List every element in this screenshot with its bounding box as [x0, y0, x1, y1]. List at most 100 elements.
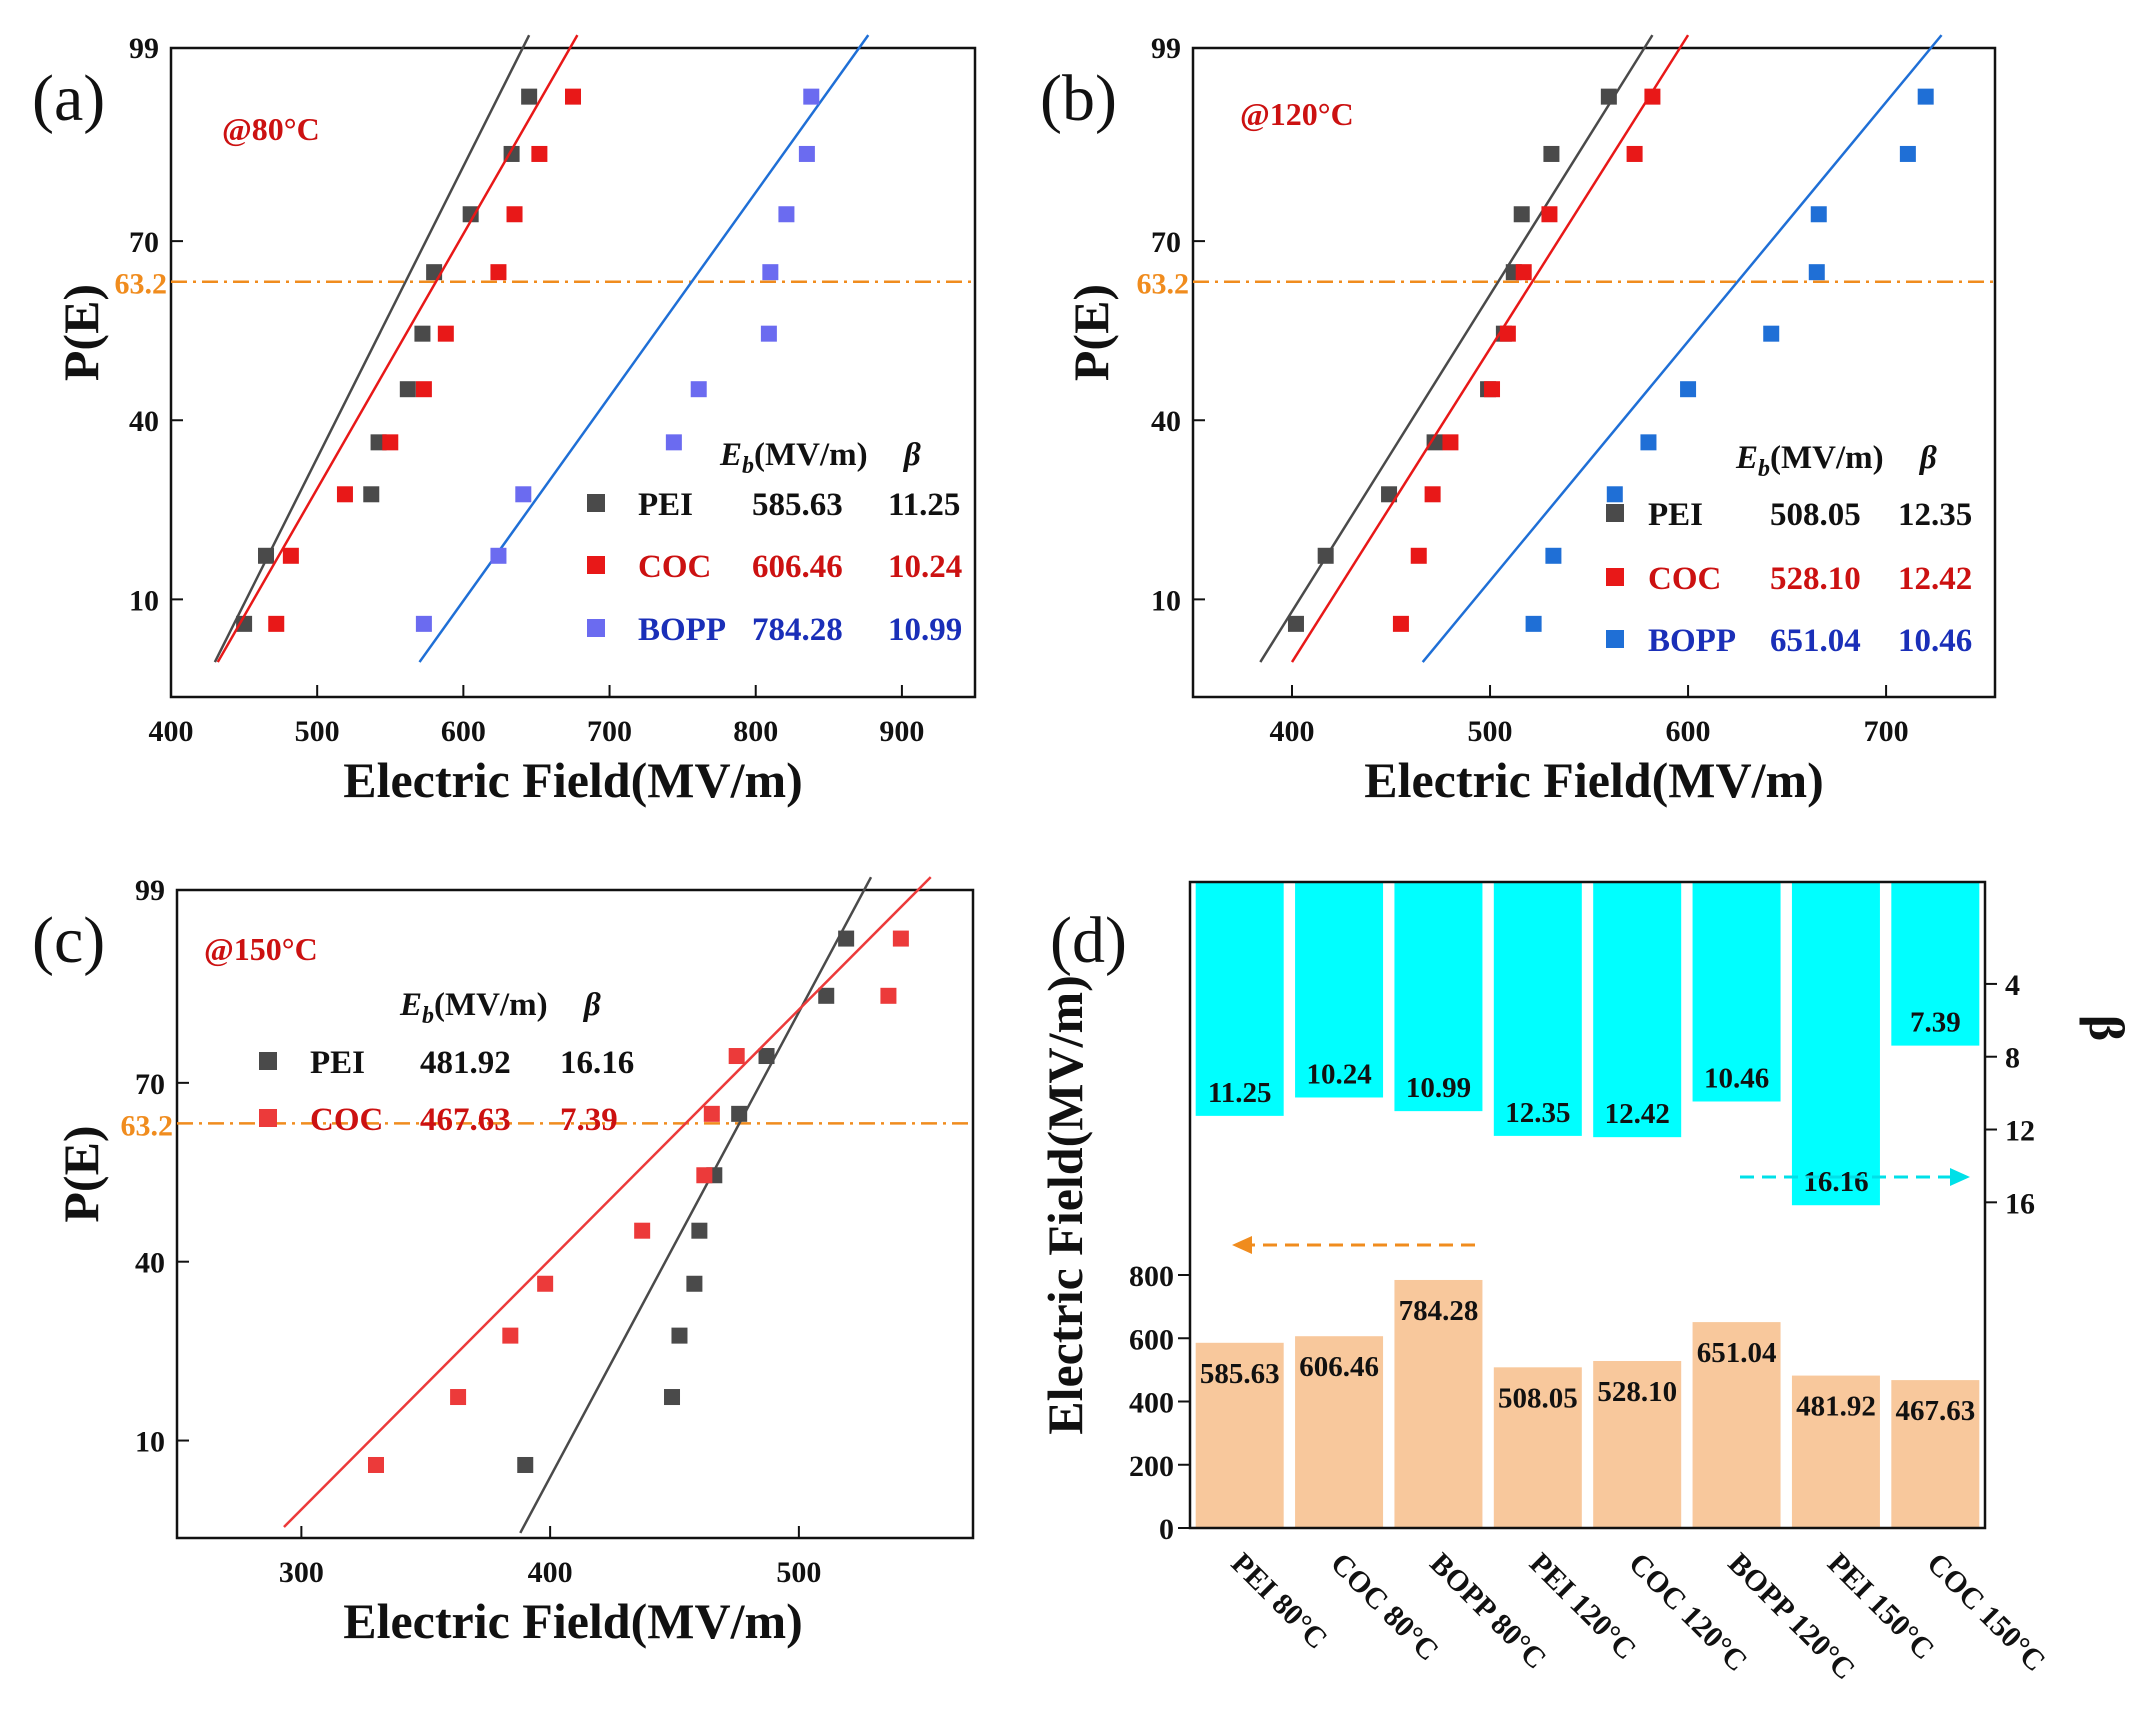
temperature-label: @150°C — [204, 931, 318, 967]
x-axis-title: Electric Field(MV/m) — [343, 1593, 803, 1649]
y-tick-label: 40 — [1151, 405, 1181, 438]
legend-header: Eb(MV/m) β — [399, 987, 601, 1029]
data-point-bopp — [490, 547, 507, 564]
data-point-bopp — [1545, 547, 1562, 564]
bar-electric-field — [1891, 1380, 1980, 1528]
category-label: PEI 80°C — [1225, 1547, 1334, 1656]
data-point-coc — [450, 1389, 467, 1406]
data-point-coc — [415, 381, 432, 398]
temperature-label: @120°C — [1240, 96, 1354, 132]
reference-line-label: 63.2 — [121, 1109, 174, 1142]
panel-b: (b) @120°C 400 500 600 700 99 70 40 10 63.2 Electri… — [1040, 32, 1997, 808]
data-point-pei — [426, 264, 443, 281]
legend-beta-value: 10.46 — [1898, 623, 1972, 659]
data-point-pei — [517, 1456, 534, 1473]
data-point-bopp — [762, 264, 779, 281]
data-point-coc — [336, 486, 353, 503]
data-point-pei — [664, 1389, 681, 1406]
bar-beta-label: 12.35 — [1505, 1097, 1570, 1129]
legend-marker-bopp — [1606, 630, 1624, 648]
y-axis-title: P(E) — [53, 1125, 109, 1222]
bar-beta — [1891, 882, 1980, 1046]
data-point-bopp — [1899, 145, 1916, 162]
data-point-bopp — [1606, 486, 1623, 503]
data-point-pei — [258, 547, 275, 564]
data-point-bopp — [515, 486, 532, 503]
bar-beta — [1692, 882, 1781, 1102]
bar-value-label: 651.04 — [1697, 1337, 1777, 1369]
data-point-bopp — [1808, 264, 1825, 281]
bar-value-label: 585.63 — [1200, 1358, 1280, 1390]
bar-beta-label: 11.25 — [1208, 1077, 1272, 1109]
data-point-bopp — [1917, 88, 1934, 105]
data-point-bopp — [798, 145, 815, 162]
data-point-coc — [268, 615, 285, 632]
x-tick-label: 300 — [279, 1556, 324, 1589]
bar-electric-field — [1195, 1342, 1284, 1528]
legend-eb-value: 467.63 — [420, 1102, 511, 1138]
data-point-bopp — [760, 325, 777, 342]
data-point-coc — [565, 88, 581, 105]
x-tick-label: 400 — [1270, 715, 1315, 748]
bar-beta-label: 10.99 — [1406, 1072, 1471, 1104]
data-point-pei — [236, 615, 253, 632]
reference-line-label: 63.2 — [1137, 268, 1190, 301]
x-tick-label: 600 — [441, 715, 486, 748]
data-point-bopp — [665, 434, 682, 451]
y-tick-label: 99 — [129, 32, 159, 65]
data-point-coc — [728, 1048, 745, 1065]
data-point-coc — [1392, 615, 1409, 632]
data-point-pei — [686, 1275, 703, 1292]
bar-beta — [1394, 882, 1483, 1112]
fit-line-coc — [216, 34, 579, 663]
y-tick-label: 10 — [1151, 584, 1181, 617]
y-tick-label: 70 — [129, 226, 159, 259]
legend-name: PEI — [1648, 497, 1703, 533]
legend-beta-value: 16.16 — [560, 1045, 634, 1081]
legend-eb-value: 651.04 — [1770, 623, 1861, 659]
y-tick-label: 70 — [1151, 226, 1181, 259]
legend-beta-value: 10.99 — [888, 612, 962, 648]
bar-electric-field — [1493, 1367, 1582, 1528]
y-tick-label: 99 — [1151, 32, 1181, 65]
bar-beta — [1195, 882, 1284, 1116]
data-point-pei — [1513, 206, 1530, 223]
panel-d: (d) 585.63 11.25 PEI 80°C 606.46 10.24 COC 80°… — [1037, 880, 2130, 1686]
data-point-coc — [703, 1105, 720, 1122]
plot-frame — [1191, 46, 1997, 699]
legend-name: BOPP — [638, 612, 726, 648]
y-tick-label: 400 — [1129, 1387, 1174, 1420]
bar-beta-label: 16.16 — [1803, 1166, 1868, 1198]
legend-marker-pei — [1606, 504, 1624, 522]
data-point-bopp — [1680, 381, 1697, 398]
y-tick-label: 600 — [1129, 1323, 1174, 1356]
data-point-pei — [838, 930, 855, 947]
fit-line-coc — [1290, 34, 1690, 663]
data-point-coc — [1484, 381, 1501, 398]
data-point-coc — [1410, 547, 1427, 564]
x-axis-title: Electric Field(MV/m) — [343, 752, 803, 808]
legend-name: BOPP — [1648, 623, 1736, 659]
data-point-coc — [506, 206, 523, 223]
plot-frame — [1188, 880, 1987, 1530]
data-point-pei — [363, 486, 380, 503]
legend-name: COC — [638, 549, 711, 585]
legend-eb-value: 784.28 — [752, 612, 843, 648]
bar-beta — [1593, 882, 1682, 1138]
data-point-coc — [1442, 434, 1459, 451]
panel-label: (a) — [32, 62, 105, 135]
data-point-pei — [1317, 547, 1334, 564]
data-point-pei — [1426, 434, 1443, 451]
bar-beta — [1295, 882, 1384, 1098]
bar-beta-label: 10.24 — [1306, 1058, 1371, 1090]
legend-eb-value: 585.63 — [752, 487, 843, 523]
bar-beta — [1493, 882, 1582, 1136]
data-point-pei — [671, 1327, 688, 1344]
x-tick-label: 800 — [733, 715, 778, 748]
data-point-bopp — [1640, 434, 1657, 451]
data-point-bopp — [690, 381, 707, 398]
bar-value-label: 481.92 — [1796, 1391, 1876, 1423]
y2-tick-label: 4 — [2005, 969, 2020, 1002]
data-point-pei — [1600, 88, 1617, 105]
data-point-coc — [502, 1327, 519, 1344]
